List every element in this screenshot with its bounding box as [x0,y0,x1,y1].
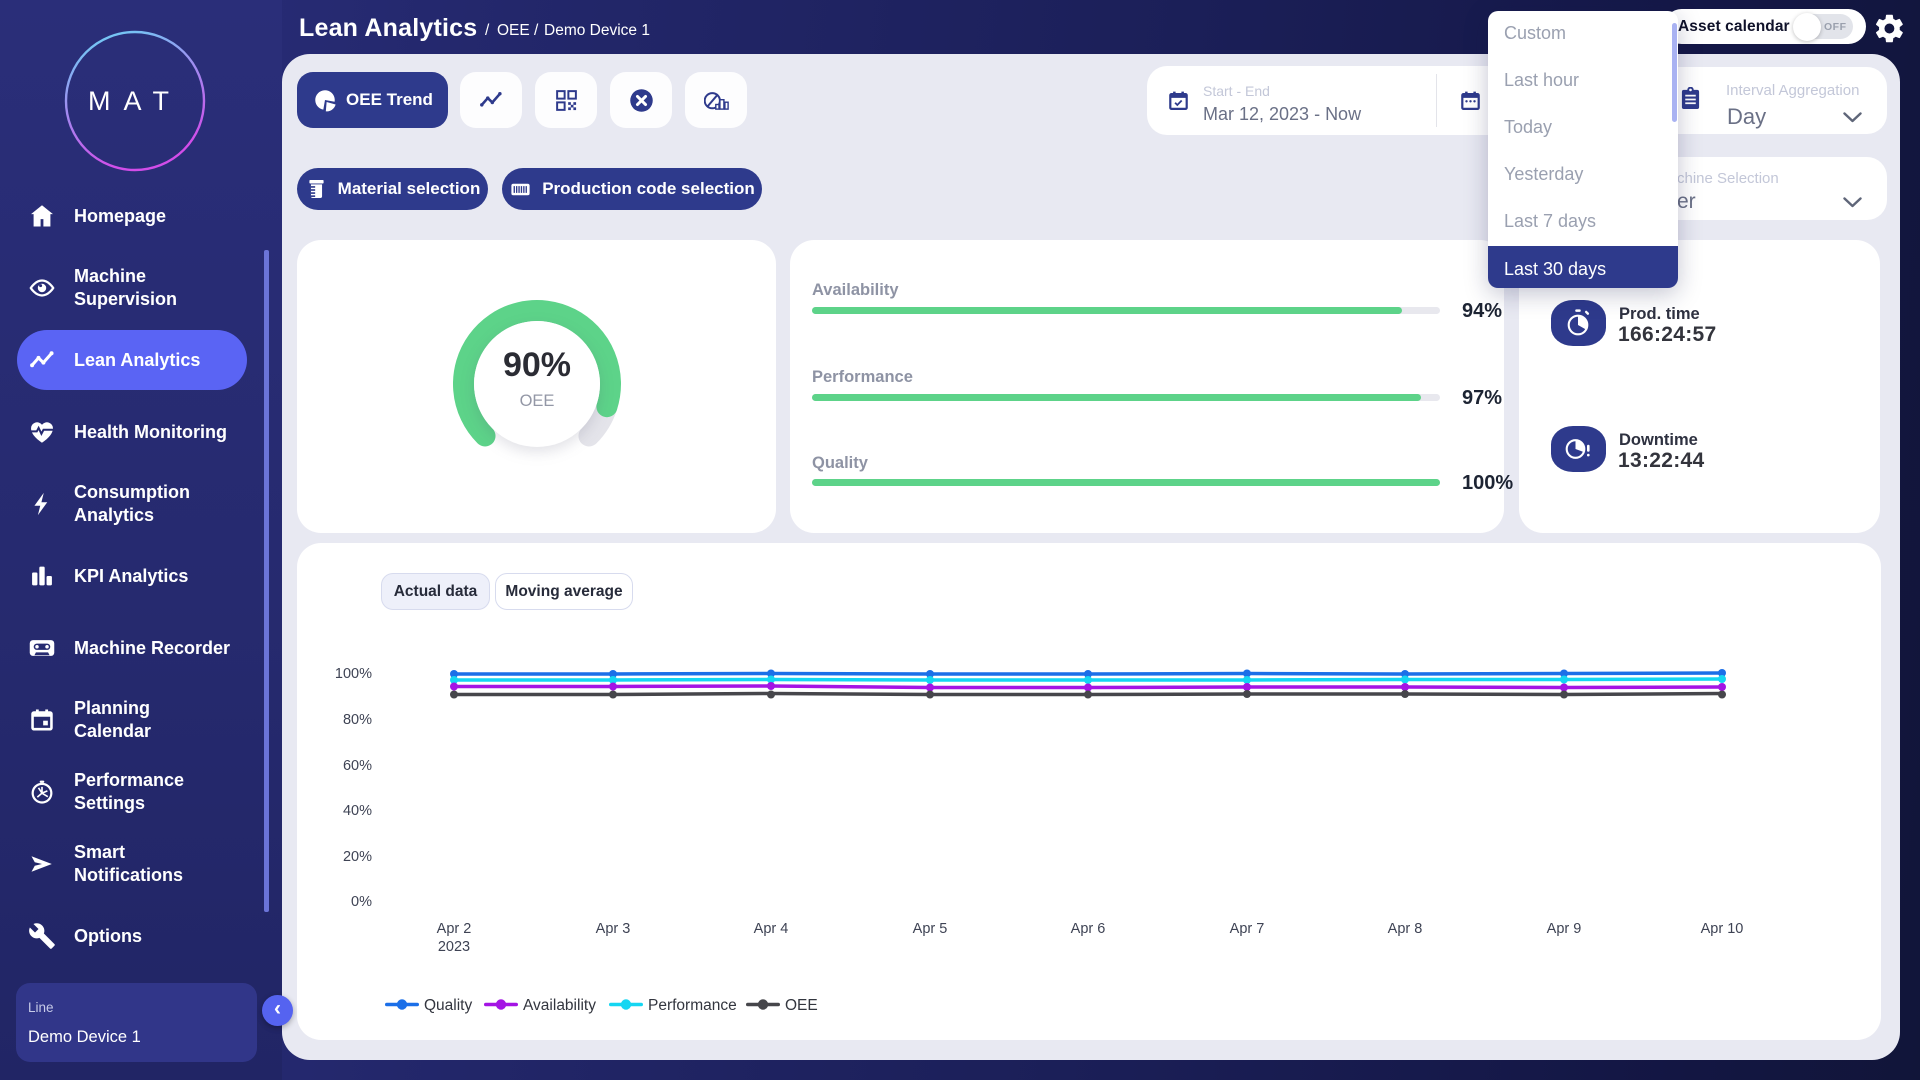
svg-text:Apr 3: Apr 3 [596,921,631,937]
svg-text:Apr 9: Apr 9 [1547,921,1582,937]
svg-text:20%: 20% [343,849,372,865]
svg-text:2023: 2023 [438,939,470,955]
svg-text:Apr 5: Apr 5 [913,921,948,937]
svg-text:MAT: MAT [88,86,182,116]
svg-text:100%: 100% [335,666,372,682]
svg-text:OEE: OEE [785,997,818,1014]
svg-text:40%: 40% [343,803,372,819]
svg-text:Apr 2: Apr 2 [437,921,472,937]
svg-text:60%: 60% [343,758,372,774]
svg-text:Performance: Performance [648,997,737,1014]
svg-text:90%: 90% [503,346,571,384]
svg-text:Apr 8: Apr 8 [1388,921,1423,937]
svg-text:Apr 4: Apr 4 [754,921,789,937]
svg-text:Apr 7: Apr 7 [1230,921,1265,937]
svg-text:Quality: Quality [424,997,472,1014]
svg-text:0%: 0% [351,894,372,910]
svg-text:OEE: OEE [520,392,555,410]
svg-text:80%: 80% [343,712,372,728]
svg-text:Availability: Availability [523,997,596,1014]
svg-text:Apr 6: Apr 6 [1071,921,1106,937]
svg-text:Apr 10: Apr 10 [1701,921,1744,937]
